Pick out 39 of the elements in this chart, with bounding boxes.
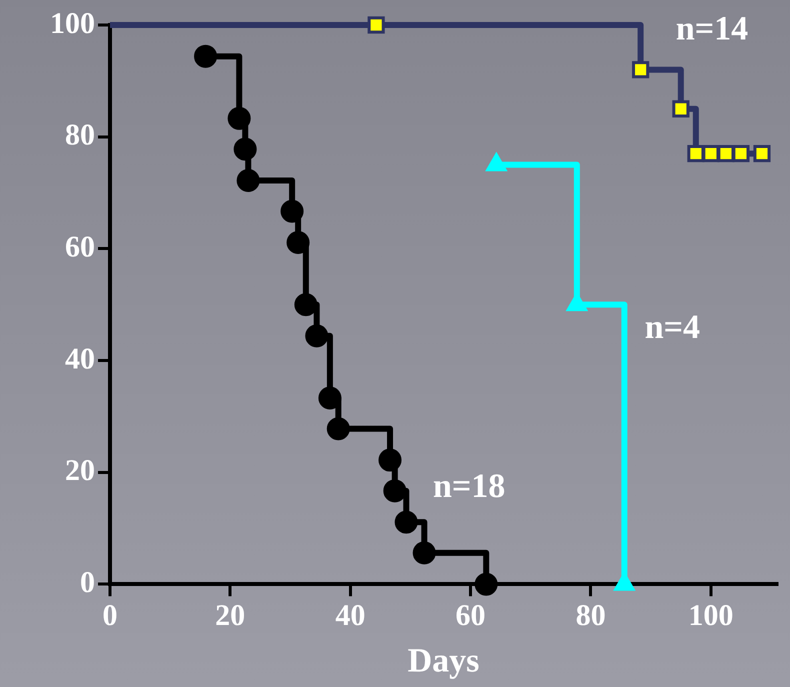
point xyxy=(378,448,402,472)
point xyxy=(717,145,734,162)
point xyxy=(632,61,650,78)
point xyxy=(234,138,257,161)
point xyxy=(412,541,436,564)
point xyxy=(394,510,418,534)
y-tick-label: 100 xyxy=(50,6,95,40)
point xyxy=(286,231,310,254)
y-tick-label: 60 xyxy=(65,230,95,264)
point xyxy=(305,324,328,348)
point xyxy=(368,16,385,34)
series-label: n=18 xyxy=(433,468,506,505)
point xyxy=(732,145,750,162)
x-tick-label: 100 xyxy=(688,598,734,632)
y-tick-label: 0 xyxy=(80,566,95,599)
series-label: n=14 xyxy=(676,10,748,48)
point xyxy=(383,479,406,502)
point xyxy=(236,168,260,192)
point xyxy=(326,417,350,440)
x-tick-label: 20 xyxy=(215,598,246,632)
x-axis-title: Days xyxy=(408,642,480,680)
y-tick-label: 80 xyxy=(65,118,95,152)
x-tick-label: 0 xyxy=(102,598,118,632)
point xyxy=(294,293,318,316)
point xyxy=(228,106,251,130)
y-tick-label: 40 xyxy=(65,342,95,376)
x-tick-label: 40 xyxy=(335,598,366,632)
point xyxy=(687,145,704,162)
point xyxy=(753,145,771,162)
series-label: n=4 xyxy=(644,308,700,346)
y-tick-label: 20 xyxy=(65,454,95,488)
x-tick-label: 80 xyxy=(576,598,606,632)
point xyxy=(194,44,218,68)
point xyxy=(474,572,498,596)
point xyxy=(702,145,720,162)
x-tick-label: 60 xyxy=(456,598,486,632)
point xyxy=(672,100,690,118)
point xyxy=(280,200,304,223)
point xyxy=(318,386,342,410)
